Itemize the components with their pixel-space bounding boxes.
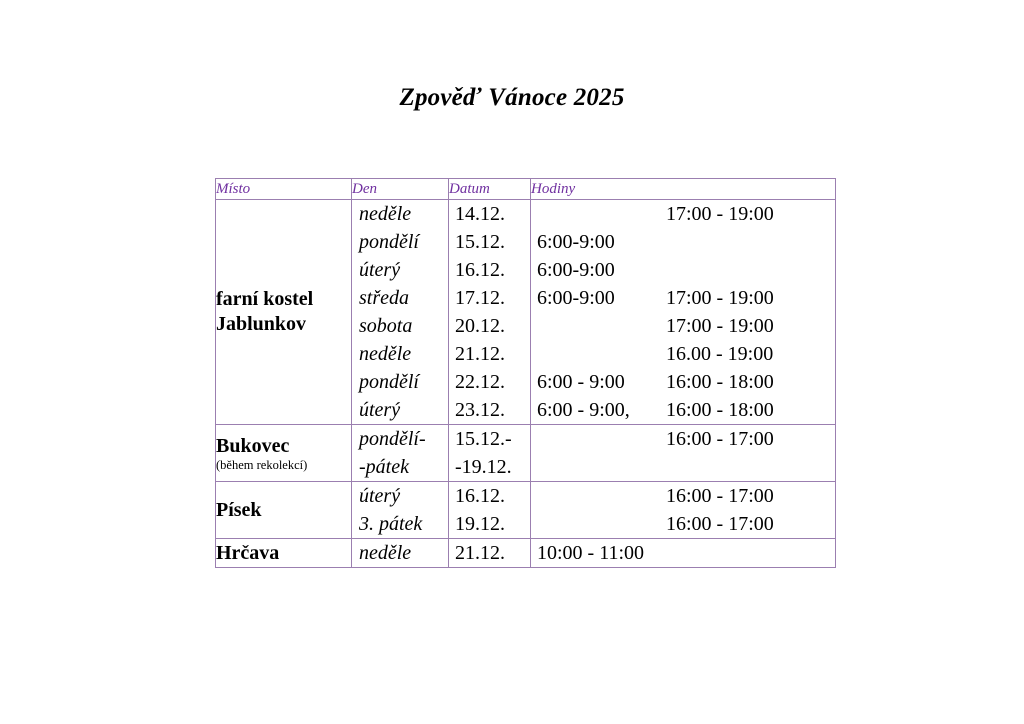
hours-cell: 10:00 - 11:00 xyxy=(530,538,836,568)
day-cell: neděle xyxy=(351,538,449,568)
day-value: neděle xyxy=(359,343,412,365)
date-value: 15.12. xyxy=(455,231,505,253)
hours-line: 16:00 - 17:00 xyxy=(531,510,835,538)
date-value: 20.12. xyxy=(455,315,505,337)
hours-afternoon: 16:00 - 18:00 xyxy=(666,399,774,421)
date-value: 16.12. xyxy=(455,485,505,507)
day-value: neděle xyxy=(359,542,412,564)
day-value: úterý xyxy=(359,259,401,281)
hours-afternoon: 16:00 - 17:00 xyxy=(666,428,774,450)
confession-schedule-table: Místo Den Datum Hodiny farní kostel Jabl… xyxy=(215,178,836,568)
column-header-den: Den xyxy=(351,178,449,200)
date-cell: 14.12. 15.12. 16.12. 17.12. 20.12. 21.12. 22.1… xyxy=(448,199,531,425)
hours-cell: 17:00 - 19:00 6:00-9:00 6:00-9:00 6:00-9:00… xyxy=(530,199,836,425)
table-row: Písek úterý 3. pátek 16.12. 19.12. 16:00 - 17… xyxy=(215,481,836,539)
table-body: farní kostel Jablunkov neděle pondělí úterý… xyxy=(215,199,836,568)
hours-line: 17:00 - 19:00 xyxy=(531,312,835,340)
place-note: (během rekolekcí) xyxy=(216,457,308,472)
hours-cell: 16:00 - 17:00 16:00 - 17:00 xyxy=(530,481,836,539)
hours-morning: 6:00-9:00 xyxy=(537,287,615,309)
day-cell: neděle pondělí úterý středa sobota neděle pond… xyxy=(351,199,449,425)
hours-line: 10:00 - 11:00 xyxy=(531,539,835,567)
date-value: 21.12. xyxy=(455,542,505,564)
hours-morning: 6:00 - 9:00 xyxy=(537,371,625,393)
day-value: neděle xyxy=(359,203,412,225)
day-cell: pondělí- -pátek xyxy=(351,424,449,482)
day-cell: úterý 3. pátek xyxy=(351,481,449,539)
hours-line: 16.00 - 19:00 xyxy=(531,340,835,368)
hours-cell: 16:00 - 17:00 xyxy=(530,424,836,482)
hours-morning: 10:00 - 11:00 xyxy=(537,542,645,564)
date-value: 15.12.- xyxy=(455,428,512,450)
place-cell: Písek xyxy=(215,481,352,539)
date-value: 22.12. xyxy=(455,371,505,393)
column-header-datum: Datum xyxy=(448,178,531,200)
table-row: Bukovec (během rekolekcí) pondělí- -pátek 15… xyxy=(215,424,836,482)
day-value: pondělí xyxy=(359,371,419,393)
date-value: 19.12. xyxy=(455,513,505,535)
hours-line: 6:00-9:00 xyxy=(531,228,835,256)
place-cell: Hrčava xyxy=(215,538,352,568)
column-header-misto: Místo xyxy=(215,178,352,200)
day-value: -pátek xyxy=(359,456,409,478)
date-value: 16.12. xyxy=(455,259,505,281)
day-value: pondělí xyxy=(359,231,419,253)
hours-line: 6:00-9:00 xyxy=(531,256,835,284)
date-value: 23.12. xyxy=(455,399,505,421)
hours-line: 6:00-9:00 17:00 - 19:00 xyxy=(531,284,835,312)
hours-morning: 6:00-9:00 xyxy=(537,231,615,253)
date-value: -19.12. xyxy=(455,456,512,478)
hours-line: 16:00 - 17:00 xyxy=(531,482,835,510)
hours-afternoon: 16:00 - 18:00 xyxy=(666,371,774,393)
day-value: 3. pátek xyxy=(359,513,423,535)
day-value: sobota xyxy=(359,315,413,337)
hours-line: 6:00 - 9:00 16:00 - 18:00 xyxy=(531,368,835,396)
column-header-hodiny: Hodiny xyxy=(530,178,836,200)
day-value: úterý xyxy=(359,399,401,421)
date-cell: 21.12. xyxy=(448,538,531,568)
table-row: farní kostel Jablunkov neděle pondělí úterý… xyxy=(215,199,836,425)
table-header-row: Místo Den Datum Hodiny xyxy=(215,178,836,200)
day-value: pondělí- xyxy=(359,428,426,450)
hours-afternoon: 16:00 - 17:00 xyxy=(666,513,774,535)
hours-afternoon: 16.00 - 19:00 xyxy=(666,343,774,365)
place-name: Písek xyxy=(216,498,262,521)
date-value: 14.12. xyxy=(455,203,505,225)
hours-afternoon: 17:00 - 19:00 xyxy=(666,287,774,309)
hours-afternoon: 16:00 - 17:00 xyxy=(666,485,774,507)
day-value: středa xyxy=(359,287,409,309)
date-cell: 15.12.- -19.12. xyxy=(448,424,531,482)
place-name: Hrčava xyxy=(216,541,280,564)
page-title: Zpověď Vánoce 2025 xyxy=(399,84,625,111)
place-name: farní kostel Jablunkov xyxy=(216,288,314,335)
table-header: Místo Den Datum Hodiny xyxy=(215,178,836,200)
day-value: úterý xyxy=(359,485,401,507)
place-cell: farní kostel Jablunkov xyxy=(215,199,352,425)
place-name: Bukovec xyxy=(216,434,290,457)
hours-morning: 6:00 - 9:00, xyxy=(537,399,630,421)
place-cell: Bukovec (během rekolekcí) xyxy=(215,424,352,482)
hours-line: 6:00 - 9:00, 16:00 - 18:00 xyxy=(531,396,835,424)
hours-line: 17:00 - 19:00 xyxy=(531,200,835,228)
hours-afternoon: 17:00 - 19:00 xyxy=(666,315,774,337)
hours-line xyxy=(531,453,835,481)
hours-morning: 6:00-9:00 xyxy=(537,259,615,281)
hours-afternoon: 17:00 - 19:00 xyxy=(666,203,774,225)
date-value: 21.12. xyxy=(455,343,505,365)
table-row: Hrčava neděle 21.12. 10:00 - 11:00 xyxy=(215,538,836,568)
hours-line: 16:00 - 17:00 xyxy=(531,425,835,453)
date-value: 17.12. xyxy=(455,287,505,309)
date-cell: 16.12. 19.12. xyxy=(448,481,531,539)
